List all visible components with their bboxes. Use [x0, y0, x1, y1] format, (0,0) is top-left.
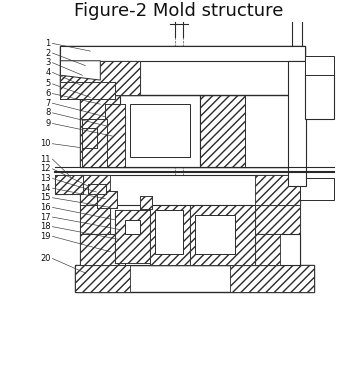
- Text: 15: 15: [40, 193, 51, 202]
- Text: 12: 12: [40, 164, 51, 173]
- Bar: [255, 175, 300, 265]
- Bar: [81, 175, 300, 206]
- Text: 2: 2: [45, 48, 51, 57]
- Bar: [300, 178, 334, 200]
- Polygon shape: [60, 61, 100, 80]
- Text: 6: 6: [45, 89, 51, 98]
- Bar: [255, 175, 300, 265]
- Bar: [81, 94, 305, 167]
- Text: 16: 16: [40, 203, 51, 212]
- Bar: [82, 118, 107, 167]
- Bar: [88, 184, 106, 194]
- Bar: [140, 196, 152, 209]
- Bar: [115, 210, 150, 263]
- Text: 20: 20: [40, 254, 51, 263]
- Bar: [288, 61, 305, 186]
- Bar: [115, 210, 150, 263]
- Bar: [305, 56, 334, 75]
- Text: 17: 17: [40, 213, 51, 222]
- Bar: [60, 46, 305, 94]
- Bar: [60, 46, 305, 61]
- Bar: [97, 191, 117, 208]
- Bar: [75, 265, 130, 292]
- Bar: [190, 206, 255, 265]
- Bar: [150, 201, 190, 265]
- Bar: [81, 94, 305, 167]
- Bar: [81, 175, 110, 265]
- Bar: [82, 128, 97, 148]
- Bar: [150, 201, 190, 265]
- Bar: [81, 175, 110, 265]
- Bar: [125, 234, 225, 265]
- Bar: [60, 61, 140, 94]
- Text: 10: 10: [40, 139, 51, 148]
- Bar: [60, 61, 140, 94]
- Text: 3: 3: [45, 58, 51, 67]
- Bar: [140, 196, 152, 209]
- Text: 4: 4: [45, 68, 51, 77]
- Bar: [155, 210, 183, 254]
- Text: 18: 18: [40, 222, 51, 231]
- Text: 11: 11: [40, 154, 51, 164]
- Bar: [245, 94, 295, 167]
- Bar: [125, 220, 140, 234]
- Bar: [200, 94, 305, 167]
- Bar: [230, 265, 314, 292]
- Bar: [88, 184, 106, 194]
- Text: 5: 5: [45, 80, 51, 88]
- Bar: [60, 82, 115, 99]
- Bar: [60, 46, 100, 94]
- Bar: [82, 128, 97, 148]
- Bar: [105, 104, 125, 167]
- Bar: [81, 175, 110, 206]
- Bar: [81, 234, 300, 265]
- Bar: [81, 234, 125, 265]
- Text: 19: 19: [40, 232, 51, 241]
- Bar: [225, 234, 280, 265]
- Bar: [190, 206, 255, 265]
- Bar: [82, 118, 107, 167]
- Bar: [97, 191, 117, 208]
- Text: Figure-2 Mold structure: Figure-2 Mold structure: [74, 2, 284, 20]
- Text: 7: 7: [45, 99, 51, 108]
- Bar: [255, 175, 300, 206]
- Text: 1: 1: [45, 39, 51, 48]
- Text: 13: 13: [40, 174, 51, 183]
- Bar: [200, 94, 305, 167]
- Bar: [60, 82, 115, 99]
- Text: 9: 9: [45, 119, 51, 128]
- Text: 8: 8: [45, 108, 51, 117]
- Text: 14: 14: [40, 184, 51, 193]
- Bar: [105, 104, 125, 167]
- Bar: [305, 70, 334, 118]
- Bar: [56, 175, 83, 194]
- Bar: [130, 104, 190, 157]
- Bar: [120, 94, 200, 167]
- Bar: [75, 265, 314, 292]
- Bar: [195, 215, 235, 254]
- Bar: [56, 175, 83, 194]
